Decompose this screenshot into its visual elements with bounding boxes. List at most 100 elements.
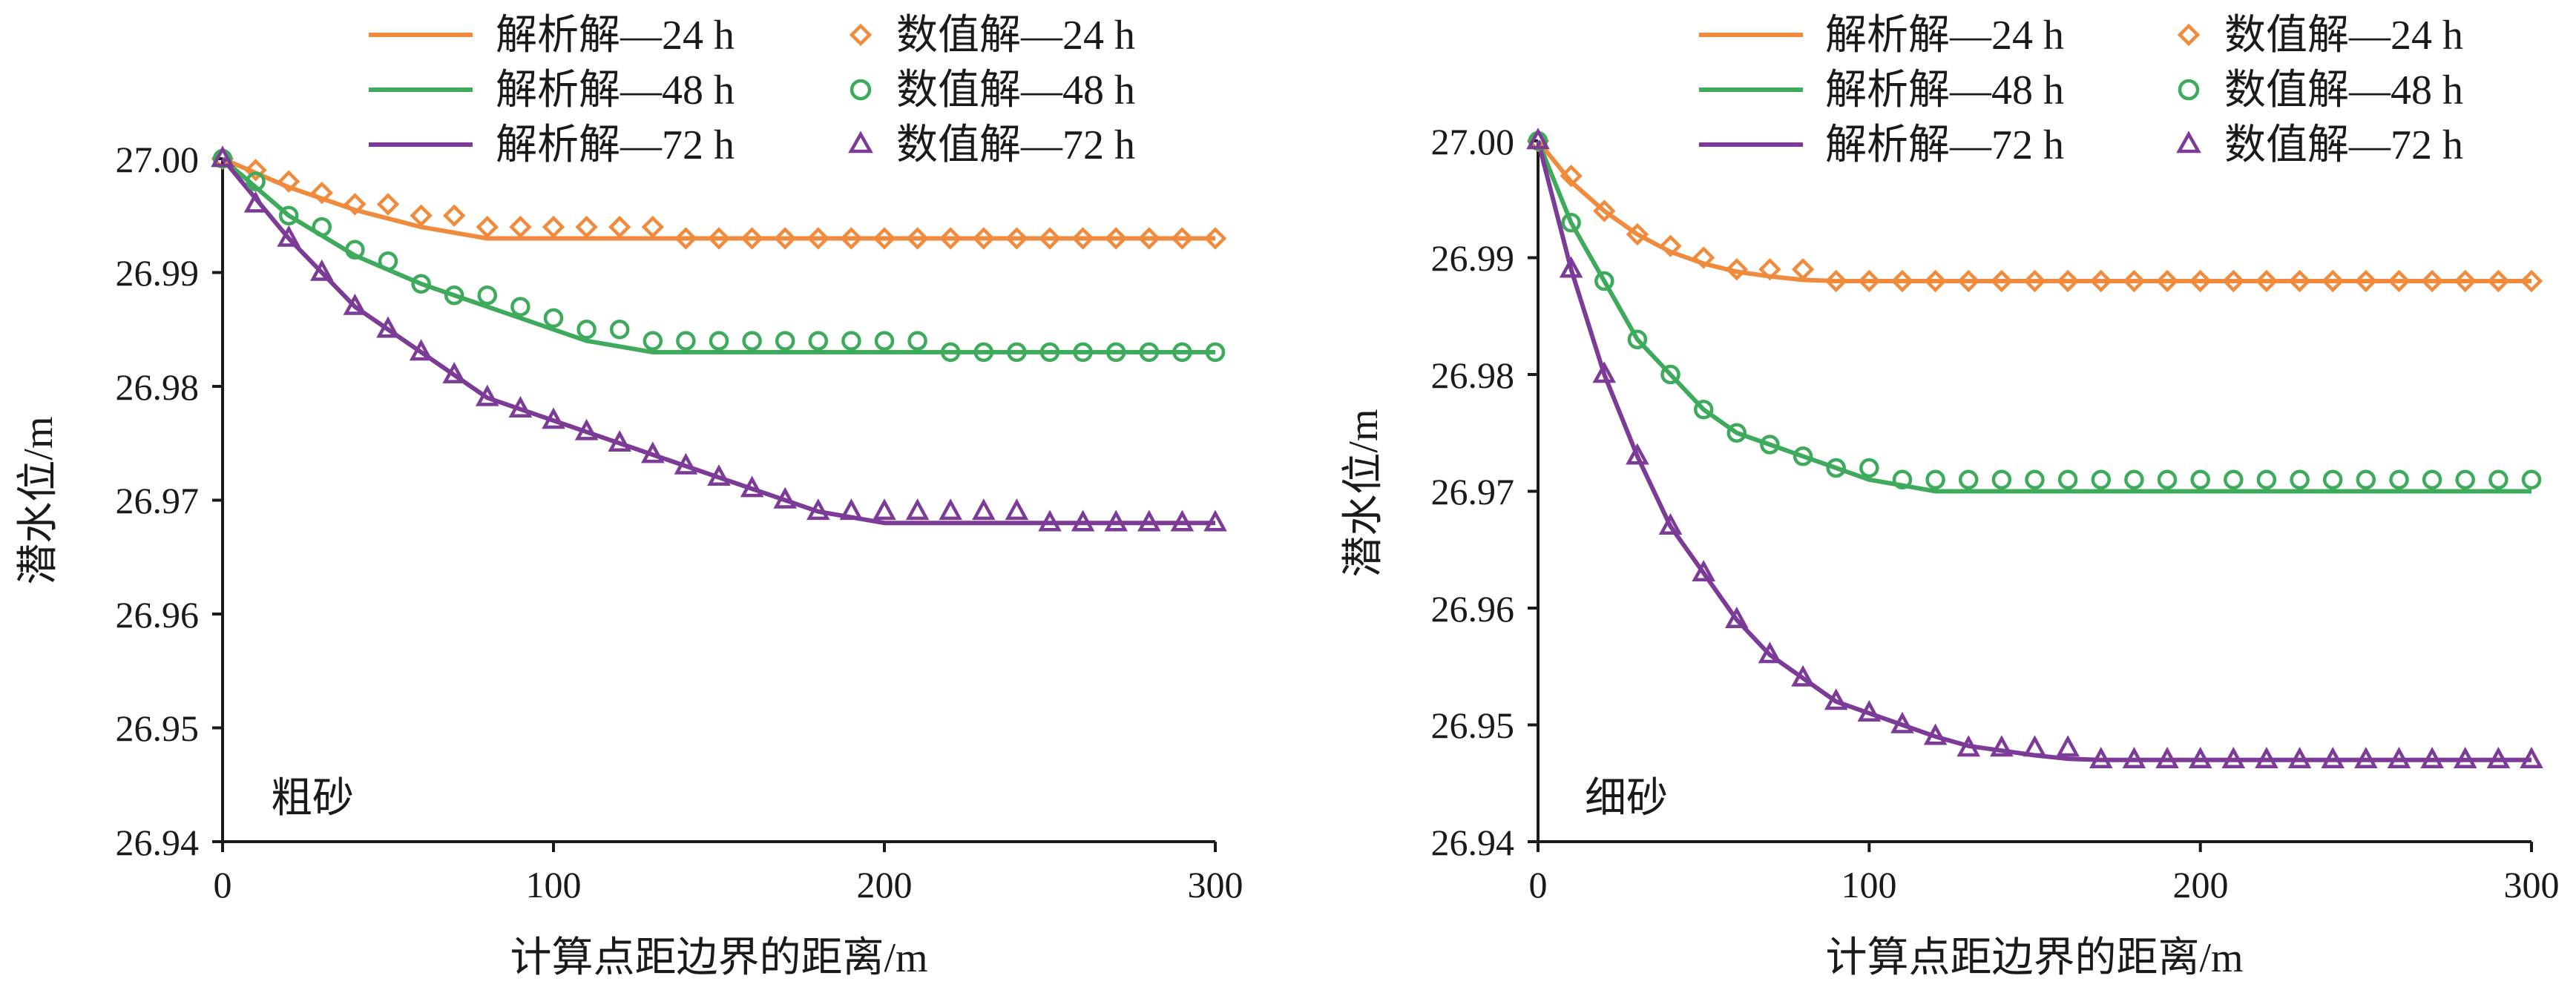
data-point-numeric-24h-left: [542, 215, 565, 239]
data-point-numeric-48h-right: [1594, 271, 1614, 291]
data-point-numeric-24h-left: [310, 181, 333, 205]
plot-area-right: [1526, 128, 2543, 768]
y-tick-label: 26.97: [1431, 471, 1515, 512]
data-point-numeric-48h-right: [2290, 469, 2310, 490]
y-tick-label: 26.95: [116, 707, 200, 749]
data-point-numeric-48h-left: [312, 217, 332, 237]
data-point-numeric-72h-left: [409, 339, 433, 361]
data-point-numeric-48h-left: [1105, 342, 1126, 363]
chart-panel-coarse-sand: 解析解—24 h 解析解—48 h 解析解—72 h 数值解—24 h 数值解—…: [16, 13, 1243, 981]
data-point-numeric-24h-right: [1791, 258, 1815, 281]
data-point-numeric-72h-right: [2287, 747, 2312, 768]
data-point-numeric-24h-left: [906, 227, 929, 250]
legend-label-numeric-24h: 数值解—24 h: [896, 13, 1135, 59]
data-point-numeric-24h-left: [509, 215, 532, 239]
data-point-numeric-48h-right: [2124, 469, 2144, 490]
data-point-numeric-48h-right: [1859, 458, 1879, 478]
data-point-numeric-24h-right: [1692, 246, 1715, 269]
x-tick-label: 200: [2173, 864, 2229, 905]
data-point-numeric-72h-left: [376, 316, 400, 338]
data-point-numeric-24h-left: [608, 215, 631, 239]
x-axis-title-left: 计算点距边界的距离/m: [510, 935, 927, 981]
data-point-numeric-72h-left: [608, 430, 631, 452]
data-point-numeric-72h-right: [2453, 747, 2477, 768]
data-point-numeric-24h-right: [2454, 269, 2477, 293]
data-point-numeric-48h-right: [2256, 469, 2277, 490]
data-point-numeric-24h-right: [2155, 269, 2179, 293]
data-point-numeric-72h-left: [873, 498, 896, 521]
legend-label-numeric-24h: 数值解—24 h: [2224, 13, 2463, 59]
data-point-numeric-72h-left: [905, 498, 930, 521]
data-point-numeric-72h-right: [1592, 361, 1617, 383]
data-point-numeric-24h-right: [2520, 269, 2543, 293]
y-tick-label: 26.99: [1431, 237, 1515, 279]
data-point-numeric-48h-right: [2025, 469, 2045, 490]
data-point-numeric-72h-left: [707, 464, 731, 486]
y-ticks-right: 26.94 26.95 26.96 26.97 26.98 26.99 27.0…: [1431, 121, 1538, 863]
data-point-numeric-72h-right: [2122, 747, 2146, 768]
data-point-numeric-72h-left: [641, 441, 665, 463]
data-point-numeric-48h-right: [2224, 469, 2244, 490]
data-point-numeric-24h-right: [1593, 199, 1616, 222]
data-point-numeric-24h-left: [674, 227, 697, 250]
data-point-numeric-72h-right: [1890, 711, 1914, 733]
data-point-numeric-24h-left: [410, 204, 433, 227]
data-point-numeric-24h-right: [2354, 269, 2378, 293]
y-axis-title-right: 潜水位/m: [1341, 409, 1387, 577]
legend-marker-numeric-48h: [2178, 79, 2200, 101]
data-point-numeric-48h-right: [2190, 469, 2210, 490]
y-tick-label: 26.95: [1431, 704, 1515, 746]
data-point-numeric-48h-right: [1660, 364, 1680, 385]
data-point-numeric-72h-left: [740, 475, 764, 498]
data-point-numeric-48h-right: [2389, 469, 2409, 490]
y-tick-label: 26.94: [1431, 822, 1515, 863]
data-point-numeric-72h-right: [2420, 747, 2444, 768]
data-point-numeric-24h-right: [2189, 269, 2212, 293]
data-point-numeric-24h-left: [806, 227, 829, 250]
y-tick-label: 26.98: [1431, 354, 1515, 396]
x-ticks-right: 0 100 200 300: [1529, 842, 2560, 905]
data-point-numeric-48h-left: [1172, 342, 1192, 363]
data-point-numeric-72h-left: [343, 293, 367, 315]
data-point-numeric-72h-left: [674, 452, 698, 475]
data-point-numeric-48h-left: [742, 331, 762, 351]
data-point-numeric-72h-left: [277, 225, 300, 247]
data-point-numeric-72h-right: [1758, 641, 1782, 664]
data-point-numeric-48h-left: [278, 205, 299, 225]
y-tick-label: 26.97: [116, 480, 200, 521]
data-point-numeric-72h-right: [2056, 735, 2080, 757]
data-point-numeric-24h-right: [2487, 269, 2510, 293]
data-point-numeric-72h-left: [243, 191, 268, 213]
x-tick-label: 300: [1188, 864, 1243, 905]
data-point-numeric-48h-left: [841, 331, 861, 351]
data-point-numeric-72h-right: [2486, 747, 2511, 768]
x-ticks-left: 0 100 200 300: [214, 842, 1243, 905]
data-point-numeric-48h-left: [1073, 342, 1093, 363]
legend-label-numeric-48h: 数值解—48 h: [896, 67, 1135, 113]
data-point-numeric-48h-left: [477, 285, 498, 306]
legend-marker-numeric-72h: [2176, 131, 2201, 154]
data-point-numeric-72h-left: [574, 418, 599, 440]
data-point-numeric-48h-left: [1205, 342, 1226, 363]
legend-label-numeric-48h: 数值解—48 h: [2224, 67, 2463, 113]
data-point-numeric-48h-right: [2455, 469, 2475, 490]
y-tick-label: 26.99: [116, 252, 200, 294]
data-point-numeric-48h-right: [1826, 458, 1846, 478]
data-point-numeric-24h-left: [707, 227, 731, 250]
data-point-numeric-72h-right: [1824, 688, 1848, 710]
series-line-analytic-24h-right: [1536, 139, 2531, 283]
data-point-numeric-24h-right: [2222, 269, 2245, 293]
legend-label-numeric-72h: 数值解—72 h: [896, 122, 1135, 168]
data-point-numeric-48h-right: [1925, 469, 1945, 490]
legend-label-analytic-24h: 解析解—24 h: [1825, 13, 2064, 59]
legend-label-analytic-24h: 解析解—24 h: [496, 13, 735, 59]
data-point-numeric-48h-right: [1561, 213, 1581, 233]
y-axis-title-left: 潜水位/m: [16, 416, 62, 584]
y-tick-label: 26.98: [116, 366, 200, 408]
y-tick-label: 26.94: [116, 822, 200, 863]
data-point-numeric-24h-right: [2420, 269, 2444, 293]
data-point-numeric-24h-left: [774, 227, 797, 250]
data-point-numeric-24h-left: [277, 170, 300, 193]
data-point-numeric-72h-left: [806, 498, 830, 521]
